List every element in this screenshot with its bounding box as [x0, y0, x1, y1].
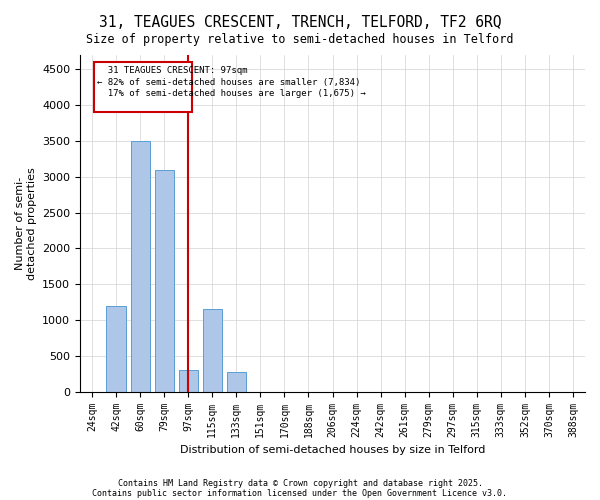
Bar [155, 170, 174, 392]
Bar [179, 370, 198, 392]
Text: Contains public sector information licensed under the Open Government Licence v3: Contains public sector information licen… [92, 488, 508, 498]
Y-axis label: Number of semi-
detached properties: Number of semi- detached properties [15, 167, 37, 280]
Text: Contains HM Land Registry data © Crown copyright and database right 2025.: Contains HM Land Registry data © Crown c… [118, 478, 482, 488]
X-axis label: Distribution of semi-detached houses by size in Telford: Distribution of semi-detached houses by … [180, 445, 485, 455]
Bar [203, 310, 222, 392]
Bar [227, 372, 246, 392]
Bar [106, 306, 125, 392]
Text: 31, TEAGUES CRESCENT, TRENCH, TELFORD, TF2 6RQ: 31, TEAGUES CRESCENT, TRENCH, TELFORD, T… [99, 15, 501, 30]
FancyBboxPatch shape [94, 62, 192, 112]
Text: Size of property relative to semi-detached houses in Telford: Size of property relative to semi-detach… [86, 32, 514, 46]
Bar [131, 141, 150, 392]
Text: 31 TEAGUES CRESCENT: 97sqm
← 82% of semi-detached houses are smaller (7,834)
  1: 31 TEAGUES CRESCENT: 97sqm ← 82% of semi… [97, 66, 365, 98]
